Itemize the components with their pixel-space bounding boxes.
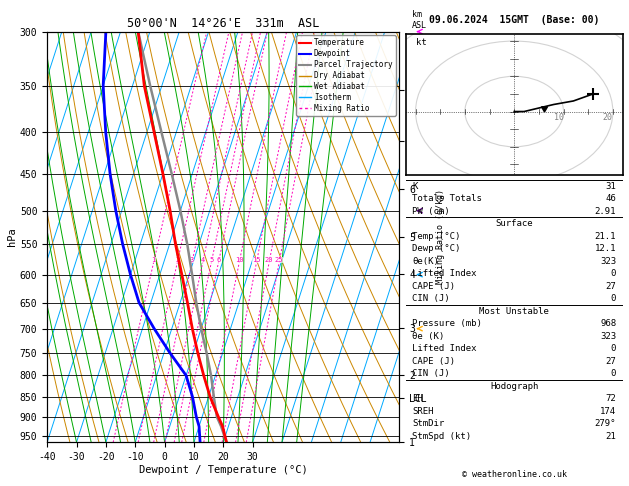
Text: θe(K): θe(K) [412,257,439,265]
Title: 50°00'N  14°26'E  331m  ASL: 50°00'N 14°26'E 331m ASL [127,17,320,31]
Text: CAPE (J): CAPE (J) [412,281,455,291]
Text: © weatheronline.co.uk: © weatheronline.co.uk [462,469,567,479]
Text: 2: 2 [175,257,179,263]
Text: 10: 10 [554,113,564,122]
Text: 27: 27 [606,357,616,365]
Text: θe (K): θe (K) [412,331,445,341]
Text: Pressure (mb): Pressure (mb) [412,319,482,328]
Text: Hodograph: Hodograph [490,382,538,391]
Text: 12.1: 12.1 [594,244,616,253]
Text: K: K [412,182,418,191]
Text: 1: 1 [152,257,155,263]
Text: 968: 968 [600,319,616,328]
Text: EH: EH [412,394,423,403]
Text: StmDir: StmDir [412,419,445,428]
Text: 27: 27 [606,281,616,291]
Text: 2.91: 2.91 [594,207,616,216]
Text: 72: 72 [606,394,616,403]
Text: PW (cm): PW (cm) [412,207,450,216]
Text: SREH: SREH [412,406,434,416]
Text: 0: 0 [611,369,616,378]
Text: 25: 25 [275,257,283,263]
Text: Lifted Index: Lifted Index [412,269,477,278]
X-axis label: Dewpoint / Temperature (°C): Dewpoint / Temperature (°C) [139,465,308,475]
Text: 0: 0 [611,294,616,303]
Legend: Temperature, Dewpoint, Parcel Trajectory, Dry Adiabat, Wet Adiabat, Isotherm, Mi: Temperature, Dewpoint, Parcel Trajectory… [296,35,396,116]
Text: 3: 3 [190,257,194,263]
Text: 31: 31 [606,182,616,191]
Text: Totals Totals: Totals Totals [412,194,482,203]
Text: CIN (J): CIN (J) [412,294,450,303]
Text: 323: 323 [600,331,616,341]
Text: 15: 15 [252,257,260,263]
Text: 0: 0 [611,344,616,353]
Text: 09.06.2024  15GMT  (Base: 00): 09.06.2024 15GMT (Base: 00) [429,15,599,25]
Text: 6: 6 [216,257,221,263]
Text: 323: 323 [600,257,616,265]
Text: CAPE (J): CAPE (J) [412,357,455,365]
Text: 20: 20 [603,113,613,122]
Text: Mixing Ratio (g/kg): Mixing Ratio (g/kg) [436,190,445,284]
Text: Lifted Index: Lifted Index [412,344,477,353]
Text: CIN (J): CIN (J) [412,369,450,378]
Text: Dewp (°C): Dewp (°C) [412,244,460,253]
Text: kt: kt [416,37,426,47]
Text: km
ASL: km ASL [412,10,426,30]
Text: 5: 5 [209,257,213,263]
Text: 10: 10 [235,257,243,263]
Y-axis label: hPa: hPa [7,227,17,246]
Text: 279°: 279° [594,419,616,428]
Text: 46: 46 [606,194,616,203]
Text: 20: 20 [265,257,274,263]
Text: Surface: Surface [496,219,533,228]
Text: 21.1: 21.1 [594,231,616,241]
Text: 174: 174 [600,406,616,416]
Text: 4: 4 [201,257,205,263]
Text: StmSpd (kt): StmSpd (kt) [412,432,471,440]
Text: 21: 21 [606,432,616,440]
Text: Most Unstable: Most Unstable [479,307,549,315]
Text: Temp (°C): Temp (°C) [412,231,460,241]
Text: 0: 0 [611,269,616,278]
